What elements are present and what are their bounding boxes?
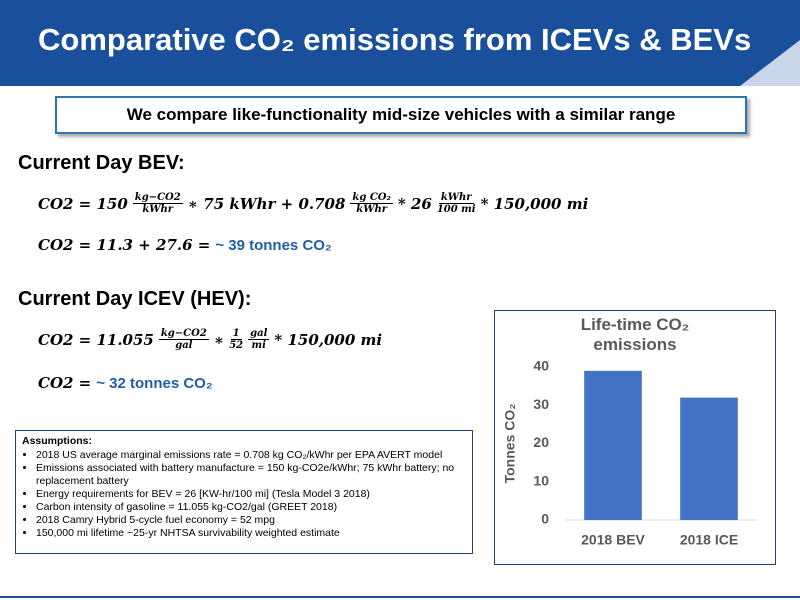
assumption: Carbon intensity of gasoline = 11.055 kg…: [36, 501, 466, 514]
x-tick-label: 2018 ICE: [680, 532, 738, 548]
y-axis-label: Tonnes CO₂: [502, 404, 518, 484]
numerator: kg−CO2: [132, 192, 183, 204]
fraction: 1 52: [229, 328, 243, 351]
denominator: kWhr: [142, 204, 174, 215]
assumption: Emissions associated with battery manufa…: [36, 462, 466, 488]
result: ~ 32 tonnes CO₂: [96, 374, 213, 392]
denominator: 100 mi: [436, 204, 476, 215]
assumptions-title: Assumptions:: [22, 435, 93, 447]
y-tick-label: 20: [533, 434, 549, 450]
chart: 0 10 20 30 40 Tonnes CO₂ 2018 BEV 2018 ICE: [502, 358, 757, 548]
numerator: kg CO₂: [350, 192, 393, 204]
y-tick-label: 10: [533, 472, 549, 488]
numerator: kg−CO2: [158, 328, 209, 340]
assumption: 2018 US average marginal emissions rate …: [36, 449, 466, 462]
header-decoration: [740, 40, 800, 86]
assumptions-box: Assumptions: 2018 US average marginal em…: [15, 430, 473, 554]
equation-term: * 150,000 mi: [480, 194, 589, 213]
fraction: kg−CO2 kWhr: [132, 192, 183, 215]
assumption: 2018 Camry Hybrid 5-cycle fuel economy =…: [36, 514, 466, 527]
y-tick-label: 0: [541, 511, 549, 527]
x-tick-label: 2018 BEV: [581, 532, 645, 548]
equation-term: ∗: [213, 330, 225, 349]
fraction: kg CO₂ kWhr: [350, 192, 393, 215]
section-heading: Current Day ICEV (HEV):: [18, 288, 252, 310]
fraction: gal mi: [248, 328, 270, 351]
equation: CO2 = 11.3 + 27.6 = ~ 39 tonnes CO₂: [38, 236, 332, 254]
numerator: 1: [230, 328, 242, 340]
assumption: Energy requirements for BEV = 26 [KW-hr/…: [36, 488, 466, 501]
denominator: kWhr: [356, 204, 387, 215]
equation: CO2 = 11.055 kg−CO2 gal ∗ 1 52 gal mi * 150,000 …: [38, 328, 382, 351]
equation-line: CO2 = 150 kg−CO2 kWhr ∗ 75 kWhr + 0.708 kg C…: [38, 192, 588, 215]
denominator: mi: [251, 340, 266, 351]
assumption: 150,000 mi lifetime ~25-yr NHTSA surviva…: [36, 527, 466, 540]
bar: [680, 397, 738, 520]
denominator: 52: [229, 340, 244, 351]
assumptions-list: 2018 US average marginal emissions rate …: [22, 449, 466, 540]
equation-term: CO2 = 11.055: [38, 330, 154, 349]
equation: CO2 = 150 kg−CO2 kWhr ∗ 75 kWhr + 0.708 kg C…: [38, 192, 588, 215]
equation: CO2 = ~ 32 tonnes CO₂: [38, 374, 213, 392]
numerator: gal: [248, 328, 270, 340]
equation-line: CO2 = 11.055 kg−CO2 gal ∗ 1 52 gal mi * 150,000 …: [38, 328, 382, 351]
equation-line: CO2 = ~ 32 tonnes CO₂: [38, 374, 213, 392]
fraction: kWhr 100 mi: [437, 192, 476, 215]
fraction: kg−CO2 gal: [158, 328, 209, 351]
equation-term: CO2 = 11.3 + 27.6 =: [38, 236, 211, 254]
equation-term: ∗ 75 kWhr + 0.708: [187, 194, 346, 213]
numerator: kWhr: [438, 192, 474, 204]
equation-term: CO2 =: [38, 374, 92, 392]
denominator: gal: [175, 340, 193, 351]
chart-box: Life-time CO₂ emissions 0 10 20 30 40 Tonnes …: [494, 310, 776, 565]
result: ~ 39 tonnes CO₂: [215, 236, 332, 254]
slide-title: Comparative CO₂ emissions from ICEVs & B…: [38, 22, 752, 57]
callout: We compare like-functionality mid-size v…: [55, 96, 747, 134]
y-tick-label: 30: [533, 396, 549, 412]
section-heading: Current Day BEV:: [18, 152, 185, 174]
y-tick-label: 40: [533, 358, 549, 374]
chart-title: Life-time CO₂ emissions: [580, 315, 690, 354]
bar: [584, 370, 642, 520]
header-bar: Comparative CO₂ emissions from ICEVs & B…: [0, 0, 800, 86]
equation-line: CO2 = 11.3 + 27.6 = ~ 39 tonnes CO₂: [38, 236, 332, 254]
footer-line: [0, 596, 800, 598]
equation-term: * 26: [397, 194, 432, 213]
equation-term: CO2 = 150: [38, 194, 128, 213]
equation-term: * 150,000 mi: [274, 330, 383, 349]
